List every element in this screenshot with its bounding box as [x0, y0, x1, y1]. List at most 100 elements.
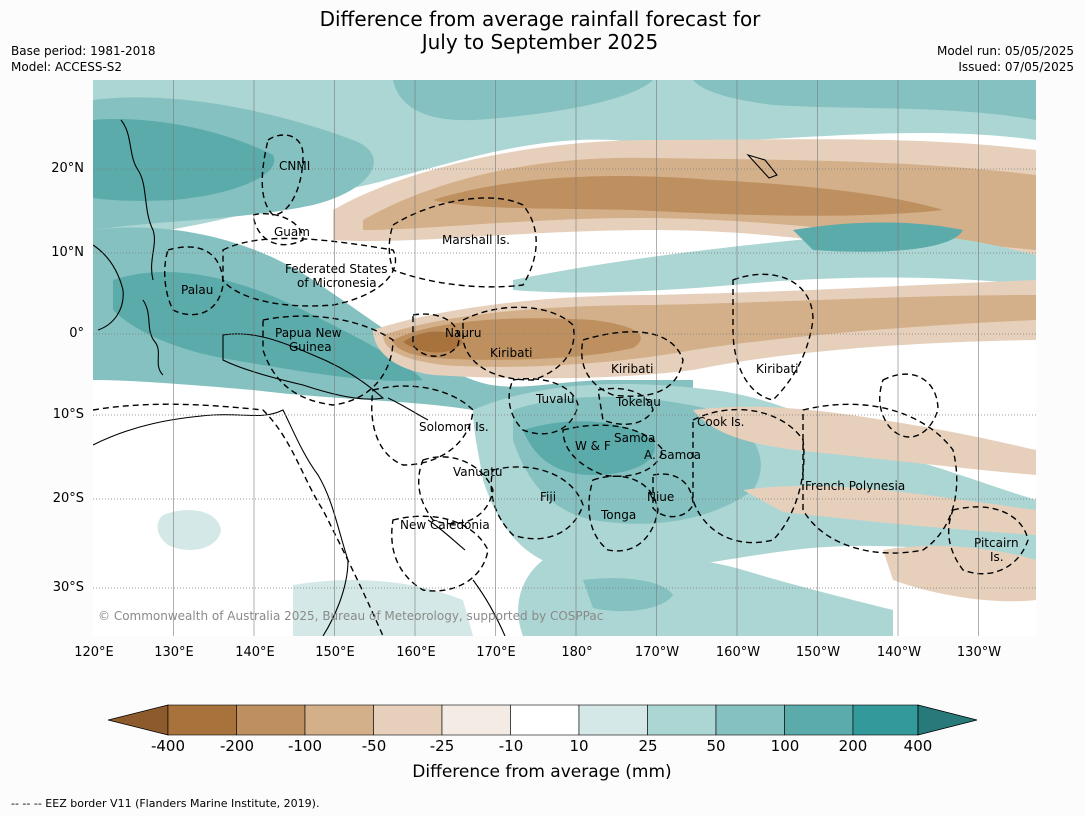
label-french-polynesia: French Polynesia: [805, 479, 906, 493]
eez-australia: [93, 403, 384, 636]
dry-streak-fp: [743, 485, 1036, 535]
lat-label-10s: 10°S: [52, 407, 84, 422]
colorbar-bin-5: [441, 704, 511, 736]
colorbar-tick-m10: -10: [498, 737, 524, 755]
eez-tonga: [588, 475, 659, 552]
label-tonga: Tonga: [601, 508, 637, 522]
colorbar-extend-low: [108, 704, 169, 736]
colorbar-bin-3: [304, 704, 374, 736]
model-name: Model: ACCESS-S2: [11, 60, 123, 74]
label-tokelau: Tokelau: [616, 395, 661, 409]
eez-niue: [652, 473, 694, 518]
lon-label-130w: 130°W: [956, 645, 1002, 660]
colorbar-tick-m50: -50: [361, 737, 387, 755]
label-american-samoa: A. Samoa: [644, 448, 701, 462]
colorbar-tick-100: 100: [770, 737, 800, 755]
chart-title-line2: July to September 2025: [421, 30, 659, 54]
colorbar-bin-6: [510, 704, 580, 736]
colorbar-bin-2: [236, 704, 306, 736]
lon-label-160w: 160°W: [715, 645, 761, 660]
label-fsm-line2: of Micronesia: [297, 276, 377, 290]
rainfall-map: [93, 80, 1036, 636]
wet-region-north-core: [93, 119, 275, 201]
colorbar-tick-400: 400: [903, 737, 933, 755]
label-nauru: Nauru: [445, 326, 482, 340]
wet-spcz-inner: [523, 421, 655, 475]
dry-band-equator-core: [393, 318, 641, 360]
wet-region-north: [93, 80, 1036, 240]
label-png-line1: Papua New: [275, 326, 342, 340]
base-period: Base period: 1981-2018: [11, 44, 156, 58]
label-samoa: Samoa: [614, 431, 656, 445]
colorbar-tick-m100: -100: [287, 737, 323, 755]
label-pitcairn-line1: Pitcairn: [974, 536, 1019, 550]
lat-label-0: 0°: [69, 326, 84, 341]
label-solomon: Solomon Is.: [419, 420, 489, 434]
label-vanuatu: Vanuatu: [453, 465, 503, 479]
chart-title-line1: Difference from average rainfall forecas…: [319, 7, 761, 31]
eez-solomon: [371, 385, 474, 466]
lon-label-180: 180°: [561, 645, 593, 660]
wet-warm-pool-core: [113, 271, 423, 381]
lon-label-130e: 130°E: [154, 645, 194, 660]
label-tuvalu: Tuvalu: [536, 392, 575, 406]
coastline-nz: [472, 579, 506, 636]
dry-band-north-core: [433, 176, 943, 216]
lon-label-150e: 150°E: [315, 645, 355, 660]
label-wf: W & F: [575, 439, 611, 453]
eez-footnote: -- -- -- EEZ border V11 (Flanders Marine…: [11, 797, 320, 810]
label-marshall: Marshall Is.: [442, 233, 510, 247]
lat-label-20s: 20°S: [52, 491, 84, 506]
label-new-caledonia: New Caledonia: [400, 518, 490, 532]
colorbar-tick-50: 50: [706, 737, 726, 755]
coastline-australia: [93, 409, 349, 636]
label-kiribati-central: Kiribati: [611, 362, 654, 376]
label-fiji: Fiji: [540, 490, 557, 504]
eez-wf-samoa: [562, 424, 664, 477]
eez-fsm: [222, 237, 397, 307]
lon-label-170w: 170°W: [634, 645, 680, 660]
model-run: Model run: 05/05/2025: [936, 44, 1074, 58]
colorbar-title: Difference from average (mm): [412, 762, 672, 782]
coastline-hawaii: [746, 153, 778, 179]
colorbar-bin-7: [578, 704, 648, 736]
wet-patch-sw: [157, 510, 221, 550]
coastline-philippines: [120, 119, 155, 281]
eez-fiji: [490, 466, 584, 540]
wet-patch-ne2: [693, 80, 1036, 120]
label-kiribati-east: Kiribati: [756, 362, 799, 376]
wet-patch-south: [518, 554, 893, 636]
colorbar-bin-10: [784, 704, 854, 736]
label-fsm-line1: Federated States: [285, 262, 388, 276]
lat-label-10n: 10°N: [51, 245, 84, 260]
dry-patch-pitcairn: [883, 545, 1036, 602]
coastline-sulawesi: [142, 299, 164, 376]
colorbar-bin-9: [715, 704, 785, 736]
label-niue: Niue: [647, 490, 675, 504]
label-palau: Palau: [181, 283, 214, 297]
issued-date: Issued: 07/05/2025: [958, 60, 1074, 74]
lat-label-30s: 30°S: [52, 580, 84, 595]
coastline-newcal: [427, 519, 466, 551]
eez-tokelau: [597, 387, 654, 426]
wet-patch-south-core: [583, 578, 673, 612]
eez-kiribati-w: [462, 306, 575, 381]
label-cnmi: CNMI: [279, 159, 311, 173]
eez-fr-polynesia: [802, 403, 958, 554]
wet-patch-ne: [393, 80, 653, 121]
lon-label-150w: 150°W: [795, 645, 841, 660]
colorbar-tick-m400: -400: [150, 737, 186, 755]
colorbar-tick-25: 25: [638, 737, 658, 755]
eez-cook: [692, 408, 805, 544]
eez-hawaii: [879, 373, 939, 438]
label-pitcairn-line2: Is.: [990, 550, 1004, 564]
eez-marshall: [388, 197, 537, 288]
eez-kiribati-c: [581, 331, 684, 397]
lat-label-20n: 20°N: [51, 161, 84, 176]
eez-tuvalu: [508, 378, 579, 435]
lon-label-140e: 140°E: [235, 645, 275, 660]
colorbar-bin-11: [852, 704, 919, 736]
label-cook: Cook Is.: [697, 415, 745, 429]
colorbar: [108, 704, 978, 736]
dry-core-nauru: [403, 331, 463, 353]
